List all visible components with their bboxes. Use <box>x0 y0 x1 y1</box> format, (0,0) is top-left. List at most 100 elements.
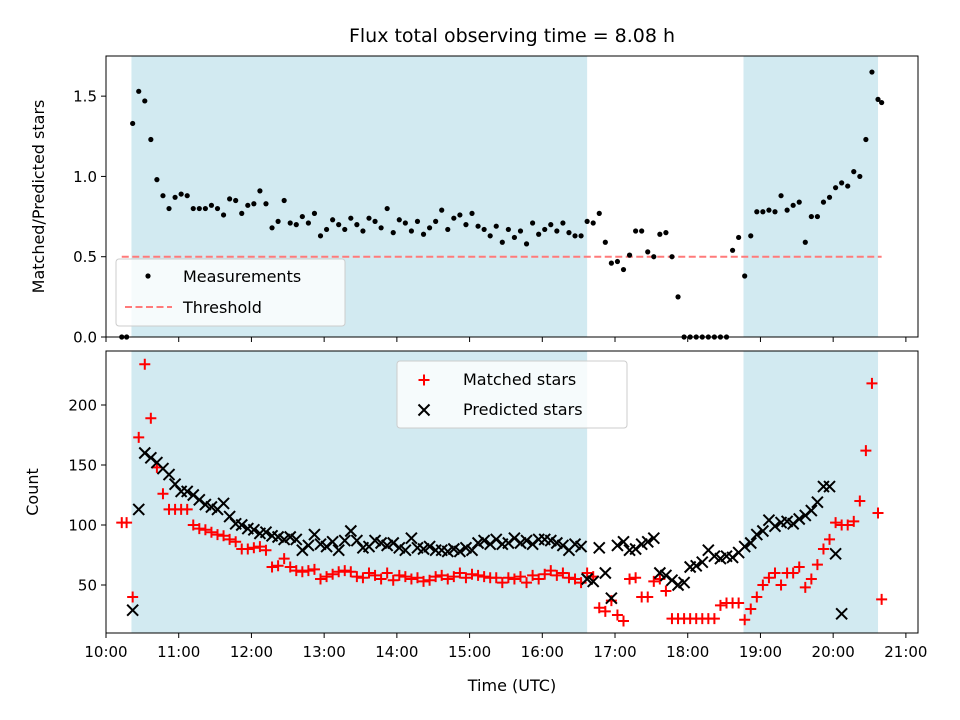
matched-star-point <box>139 358 151 370</box>
measurement-point <box>214 205 221 212</box>
predicted-star-point <box>738 540 751 553</box>
matched-star-point <box>418 575 430 587</box>
matched-star-point <box>193 523 205 535</box>
measurement-point <box>511 234 518 241</box>
predicted-star-point <box>811 495 824 509</box>
predicted-star-point <box>338 534 351 547</box>
measurement-point <box>142 98 148 104</box>
matched-star-point <box>642 591 654 603</box>
measurement-point <box>729 247 736 253</box>
x-tick-label: 12:00 <box>230 643 273 661</box>
bottom-y-tick-label: 200 <box>68 397 97 415</box>
matched-star-point <box>181 503 193 515</box>
matched-star-point <box>624 573 636 585</box>
matched-star-point <box>405 573 417 585</box>
measurement-point <box>263 201 269 207</box>
measurement-point <box>675 294 681 300</box>
measurement-point <box>414 218 421 224</box>
predicted-star-point <box>823 480 836 493</box>
matched-star-point <box>357 572 369 584</box>
legend-marker-matched-stars <box>418 374 430 386</box>
measurement-point <box>426 225 433 231</box>
measurement-point <box>645 249 651 255</box>
predicted-star-point <box>326 535 339 549</box>
legend-label-matched-stars: Matched stars <box>463 370 576 389</box>
measurement-point <box>457 212 463 218</box>
matched-stars-points <box>116 358 888 627</box>
measurement-point <box>220 212 227 218</box>
measurement-point <box>857 173 863 180</box>
measurement-point <box>826 194 833 200</box>
bottom-legend: Matched stars Predicted stars <box>396 360 628 429</box>
x-tick-label: 21:00 <box>884 643 927 661</box>
measurement-point <box>523 241 530 247</box>
matched-star-point <box>817 543 829 555</box>
top-panel: 0.0 0.5 1.0 1.5 Flux total observing time =… <box>29 25 919 347</box>
x-tick-label: 20:00 <box>812 643 855 661</box>
predicted-star-point <box>332 543 345 557</box>
legend-label-measurements: Measurements <box>183 267 301 286</box>
matched-star-point <box>224 533 236 545</box>
predicted-star-point <box>696 555 709 569</box>
measurement-point <box>348 215 354 221</box>
predicted-star-point <box>453 545 467 558</box>
predicted-star-point <box>574 540 588 553</box>
measurement-point <box>481 226 487 233</box>
bottom-y-tick-label: 100 <box>68 517 97 535</box>
matched-star-point <box>866 377 878 389</box>
measurement-point <box>760 209 766 215</box>
x-tick-label: 19:00 <box>739 643 782 661</box>
measurement-point <box>190 205 196 212</box>
matched-star-point <box>557 567 569 579</box>
measurement-point <box>487 233 493 239</box>
matched-star-point <box>757 579 769 591</box>
matched-star-point <box>593 602 605 614</box>
matched-star-point <box>551 569 563 581</box>
measurement-point <box>657 231 663 237</box>
measurement-point <box>366 215 372 221</box>
measurement-point <box>396 217 402 223</box>
matched-star-point <box>708 613 720 625</box>
measurement-point <box>233 197 239 204</box>
measurement-point <box>378 225 384 231</box>
shaded-interval-2 <box>743 56 879 337</box>
measurement-point <box>602 239 608 245</box>
measurement-point <box>554 228 560 234</box>
measurement-point <box>239 210 245 216</box>
predicted-star-point <box>423 540 436 553</box>
matched-star-point <box>278 553 290 565</box>
matched-star-point <box>842 519 854 531</box>
matched-star-point <box>502 572 514 584</box>
matched-star-point <box>454 567 466 579</box>
predicted-star-point <box>126 603 139 617</box>
measurement-point <box>626 252 633 258</box>
measurement-point <box>281 197 287 204</box>
measurement-point <box>160 193 166 199</box>
predicted-star-point <box>586 575 600 588</box>
legend-marker-measurements <box>145 273 151 279</box>
predicted-star-point <box>599 566 612 580</box>
measurement-point <box>748 233 754 239</box>
measurement-point <box>536 231 542 237</box>
measurement-point <box>208 202 215 208</box>
top-legend-box <box>115 258 346 327</box>
matched-star-point <box>211 529 223 541</box>
predicted-star-point <box>132 503 145 516</box>
predicted-star-point <box>344 524 358 538</box>
bottom-y-ticks: 50 100 150 200 <box>68 397 106 595</box>
matched-star-point <box>569 573 581 585</box>
measurement-point <box>354 222 360 228</box>
predicted-star-point <box>247 523 261 537</box>
measurement-point <box>420 231 427 237</box>
predicted-star-point <box>805 504 818 517</box>
x-tick-label: 18:00 <box>666 643 709 661</box>
measurement-point <box>305 220 311 226</box>
legend-cross <box>417 403 431 417</box>
measurement-point <box>839 180 845 186</box>
measurement-point <box>372 218 378 224</box>
measurement-point <box>572 233 578 239</box>
top-legend: Measurements Threshold <box>115 258 346 327</box>
matched-star-point <box>733 597 745 609</box>
predicted-star-point <box>793 512 806 526</box>
measurement-point <box>469 210 475 216</box>
